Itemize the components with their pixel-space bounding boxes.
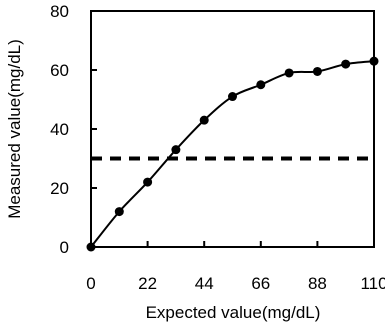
data-point: [143, 177, 153, 187]
data-point: [369, 56, 379, 66]
data-point: [341, 59, 351, 69]
x-tick-label: 22: [138, 274, 157, 293]
y-axis-ticks: 0 20 40 60 80: [50, 2, 97, 257]
x-tick-label: 110: [360, 274, 385, 293]
data-point: [171, 145, 181, 155]
data-point: [312, 66, 322, 76]
data-point: [86, 242, 96, 252]
y-tick-label: 40: [50, 120, 69, 139]
x-tick-label: 66: [251, 274, 270, 293]
y-tick-label: 60: [50, 61, 69, 80]
x-tick-label: 0: [86, 274, 95, 293]
x-tick-label: 44: [195, 274, 214, 293]
plot-frame: [90, 10, 375, 248]
y-tick-label: 20: [50, 179, 69, 198]
y-axis-label: Measured value(mg/dL): [5, 39, 24, 219]
data-point: [114, 207, 124, 217]
data-point: [284, 68, 294, 78]
x-axis-label: Expected value(mg/dL): [146, 303, 321, 322]
data-point: [199, 115, 209, 125]
y-tick-label: 80: [50, 2, 69, 21]
data-points: [86, 56, 379, 252]
data-point: [256, 80, 266, 90]
data-point: [228, 92, 237, 102]
x-axis-ticks: 0 22 44 66 88 110: [86, 241, 385, 293]
x-tick-label: 88: [308, 274, 327, 293]
y-tick-label: 0: [60, 238, 69, 257]
series-line: [90, 60, 375, 248]
